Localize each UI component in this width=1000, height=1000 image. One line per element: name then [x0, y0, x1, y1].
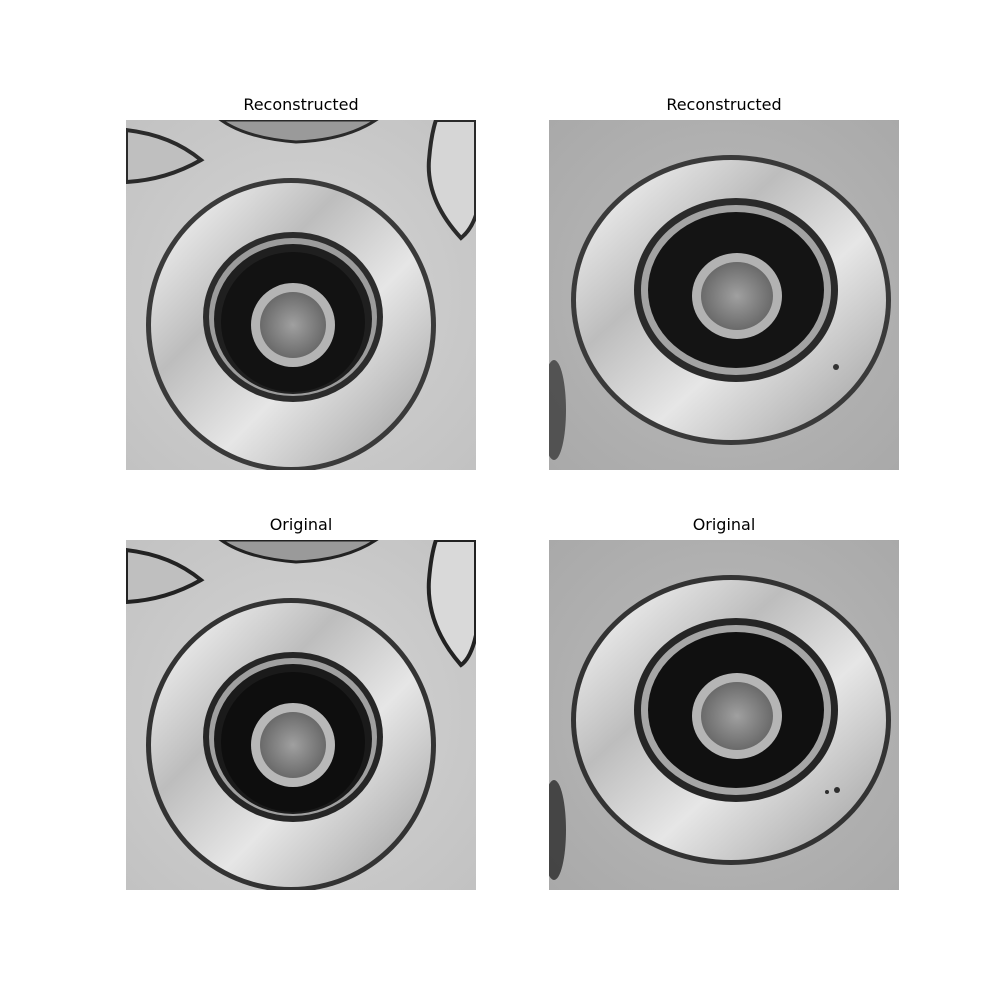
image-original-washer-a — [126, 540, 476, 890]
panel-title: Reconstructed — [243, 95, 359, 114]
panel-title: Original — [692, 515, 756, 534]
panel-original-2: Original — [549, 515, 899, 890]
panel-reconstructed-1: Reconstructed — [126, 95, 476, 470]
panel-original-1: Original — [126, 515, 476, 890]
image-reconstructed-washer-a — [126, 120, 476, 470]
panel-title: Reconstructed — [666, 95, 782, 114]
panel-reconstructed-2: Reconstructed — [549, 95, 899, 470]
image-original-washer-b — [549, 540, 899, 890]
image-reconstructed-washer-b — [549, 120, 899, 470]
panel-title: Original — [269, 515, 333, 534]
